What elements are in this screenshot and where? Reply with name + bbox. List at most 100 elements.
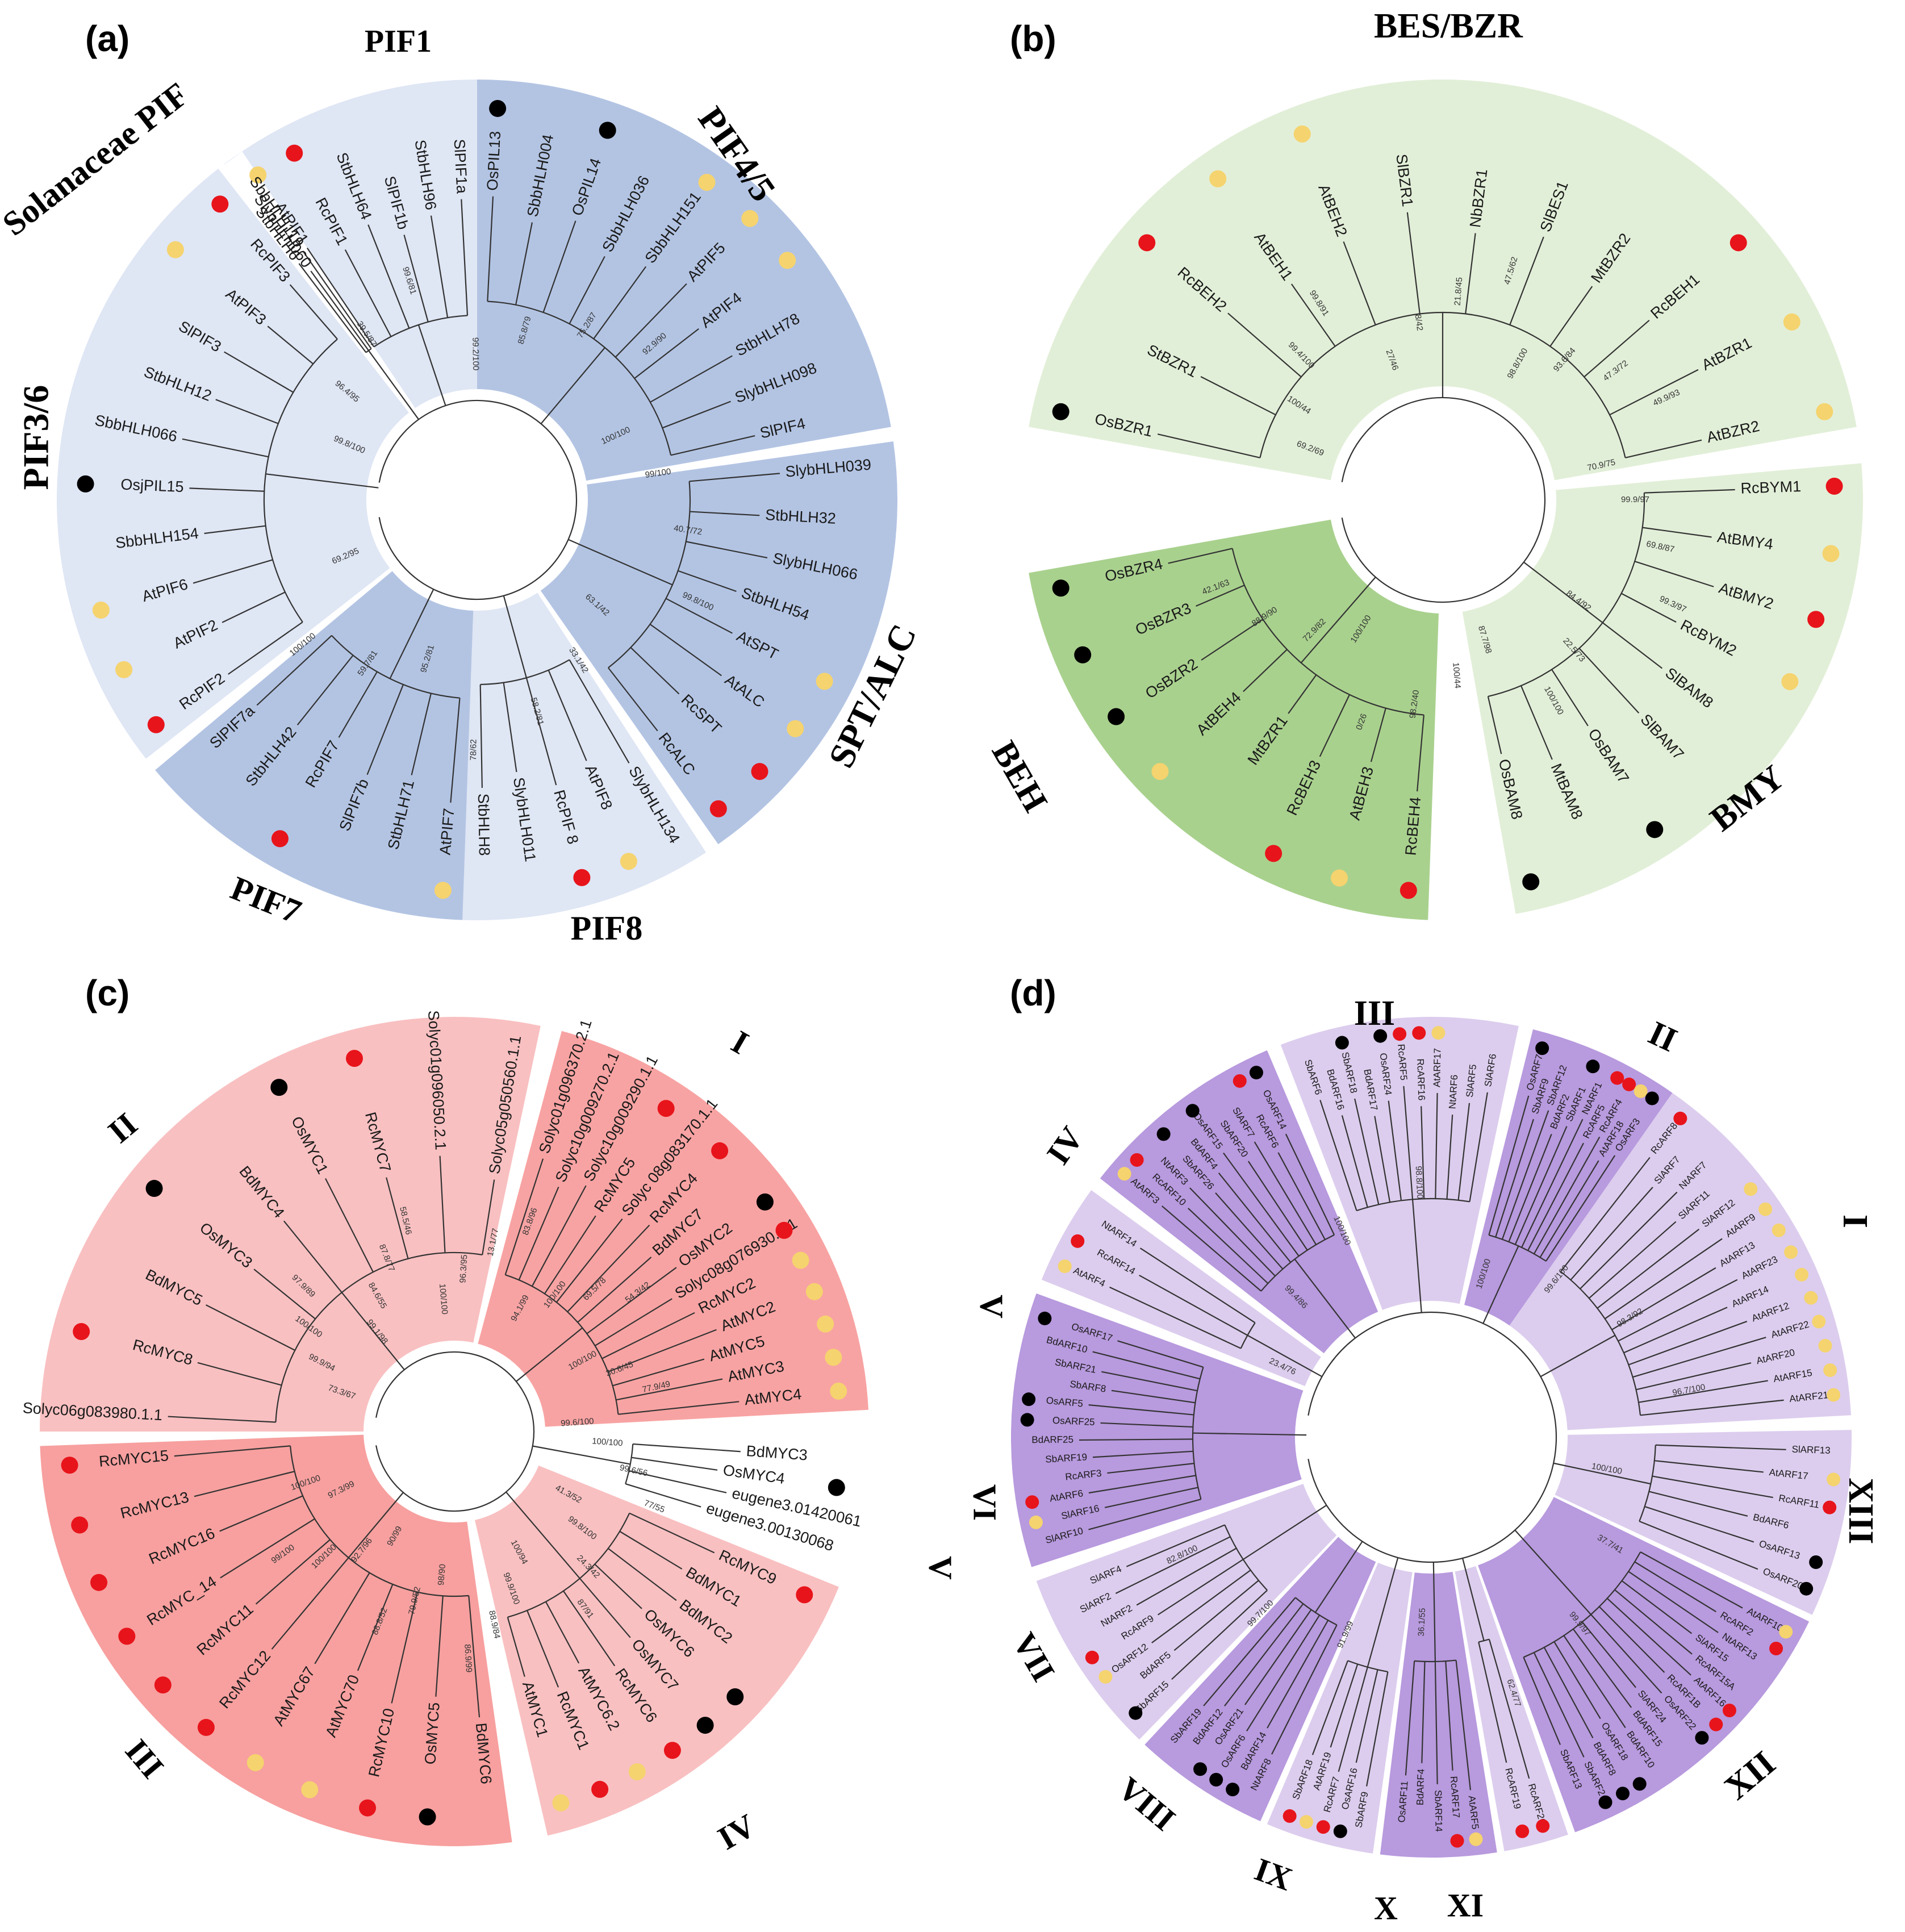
panel-a-sector-0-stem [417,324,446,406]
panel-a-sector-3-arc [480,659,570,686]
panel-a-branch [411,693,432,775]
panel-c-species-dot [775,1221,793,1239]
panel-a-branch [228,621,303,675]
panel-a-branch [634,328,699,379]
panel-c-branch [283,1220,342,1293]
panel-d-clade-label: X [1374,1889,1398,1926]
panel-d-sector-10-stem [1294,1258,1356,1339]
panel-d-species-dot [1632,1777,1647,1791]
panel-d-species-dot [1645,1091,1659,1105]
panel-d-branch [1171,1589,1268,1680]
panel-d-branch [1457,1103,1470,1200]
panel-c-sector-1-arc [625,1443,634,1484]
panel-d-branch [1109,1286,1242,1349]
panel-a-branch [690,511,760,516]
panel-d-species-dot [1058,1259,1072,1274]
panel-d-leaf-label: BdARF4 [1415,1768,1427,1805]
panel-d-species-dot [1535,1041,1549,1055]
panel-c-species-dot [817,1315,834,1333]
panel-d-clade-label: II [1643,1014,1683,1059]
panel-d-species-dot [1098,1670,1113,1684]
panel-d-species-dot [1809,1555,1823,1570]
panel-c-clade-label: I [725,1023,755,1062]
panel-b-branch [1201,619,1263,661]
panel-a-sector-4-arc [331,635,460,699]
panel-d-branch [1271,1625,1338,1755]
panel-c-sector-0 [478,1030,868,1427]
panel-c-branch [625,1483,701,1508]
panel-b-species-dot [1138,234,1156,252]
panel-a-branch [487,196,494,302]
panel-a-branch [479,684,483,788]
panel-d-sector-6-stem [1314,1541,1363,1613]
panel-d-branch [1366,1671,1389,1787]
panel-a-bootstrap: 78/62 [469,739,478,761]
panel-d-species-dot [1029,1515,1043,1529]
panel-b-branch [1343,241,1376,326]
panel-b-species-dot [1265,845,1282,862]
panel-d-branch [1338,1667,1368,1772]
panel-a-species-dot [286,144,303,162]
panel-d-branch [1638,1380,1768,1403]
panel-b-branch [1602,622,1663,669]
panel-c-branch [507,1617,525,1677]
panel-d-branch [1514,1126,1568,1245]
panel-a-branch [503,682,517,773]
panel-c-species-dot [628,1763,646,1781]
panel-a-root-arc [378,399,578,600]
panel-c-branch [391,1592,418,1704]
panel-d-species-dot [1827,1472,1841,1487]
panel-c-label: (c) [85,973,129,1013]
panel-d-bootstrap: 36.1/55 [1417,1608,1427,1637]
panel-d-species-dot [1412,1026,1426,1040]
panel-d-branch [1634,1561,1716,1613]
panel-d-branch [1655,1444,1786,1450]
panel-d-species-dot [1249,1066,1263,1080]
panel-d-branch [1136,1547,1237,1606]
panel-d-branch [1285,1133,1335,1236]
panel-d-leaf-label: RcARF17 [1448,1776,1462,1818]
panel-d-branch [1570,1187,1653,1280]
panel-c-branch [386,1177,409,1259]
panel-a-branch [542,220,576,313]
panel-c-branch [601,1312,695,1359]
panel-a-branch [665,598,733,634]
panel-a-leaf-label: AtPIF7 [436,807,457,856]
panel-a-leaf-label: OsPIL13 [484,131,504,191]
panel-d-species-dot [1709,1717,1723,1731]
panel-d-sector-4-arc [1414,1659,1456,1663]
panel-c-species-dot [145,1180,163,1197]
panel-c-sector-0-arc [505,1274,619,1414]
panel-a-branch [649,624,722,677]
panel-d-branch [1572,1628,1632,1708]
panel-a-species-dot [147,716,165,733]
panel-b-branch [1406,212,1421,314]
panel-d-branch [1388,1100,1402,1201]
panel-d-leaf-label: NtARF6 [1447,1074,1460,1109]
panel-c-branch [255,1539,331,1605]
panel-b-branch [1168,548,1233,564]
panel-c-species-dot [756,1193,774,1211]
panel-d-species-dot [1784,1245,1798,1259]
panel-c-species-dot [552,1794,570,1812]
panel-d-sector-8 [1011,1293,1304,1567]
panel-d-species-dot [1038,1311,1052,1325]
panel-d-clade-label: V [974,1295,1010,1318]
panel-c-sector-2 [474,1465,839,1836]
panel-c-sector-3 [40,1434,512,1846]
panel-d-species-dot [1431,1026,1446,1040]
panel-b-branch [1642,527,1712,538]
panel-d-branch [1247,1161,1308,1251]
panel-d-branch [1621,1580,1693,1634]
panel-a-branch [461,199,469,316]
panel-c-sector-2-stem [506,1491,580,1579]
panel-d-branch [1580,1191,1678,1290]
panel-c-sector-1-stem [532,1445,630,1465]
panel-d-species-dot [1818,1338,1832,1353]
panel-c-species-dot [118,1628,136,1645]
panel-a-sector-1-arc [487,301,672,456]
panel-c-branch [220,1518,315,1579]
panel-c-branch [325,1178,374,1272]
panel-d-clade-label: XIII [1841,1478,1880,1544]
